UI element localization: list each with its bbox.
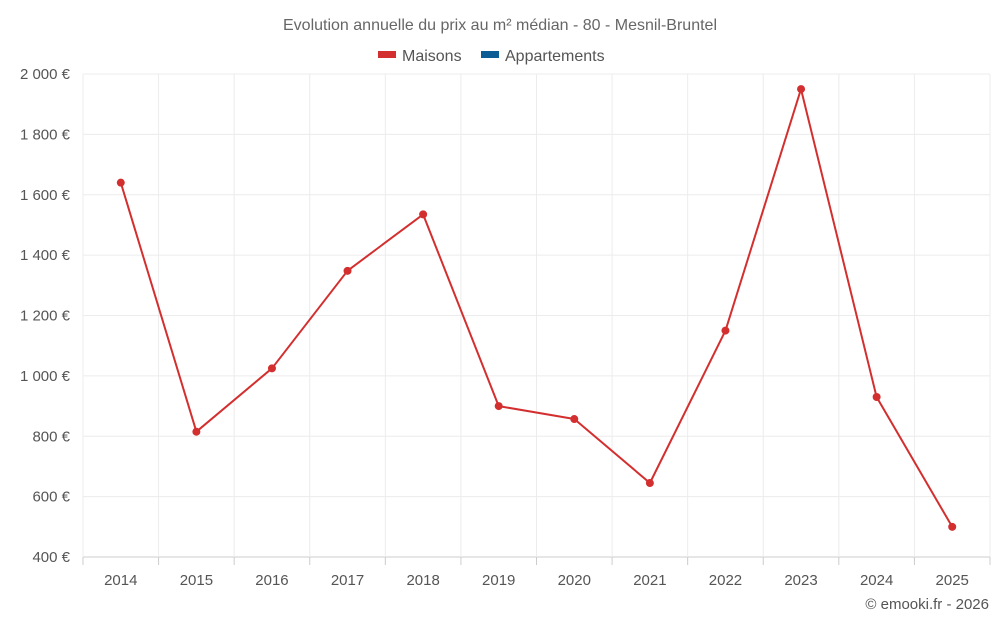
legend-item-maisons[interactable]: Maisons	[378, 48, 462, 65]
x-tick-label: 2023	[784, 572, 817, 589]
legend-item-appartements[interactable]: Appartements	[481, 48, 605, 65]
data-point[interactable]	[721, 326, 730, 335]
data-point[interactable]	[645, 479, 654, 488]
x-tick-label: 2017	[331, 572, 364, 589]
x-tick-label: 2021	[633, 572, 666, 589]
data-point[interactable]	[192, 427, 201, 436]
y-tick-label: 400 €	[32, 549, 70, 566]
x-tick-label: 2025	[936, 572, 969, 589]
x-tick-label: 2014	[104, 572, 137, 589]
data-point[interactable]	[797, 85, 806, 94]
legend-label-appartements: Appartements	[505, 48, 605, 65]
data-point[interactable]	[494, 402, 503, 411]
chart-title: Evolution annuelle du prix au m² médian …	[283, 17, 717, 34]
credit-text: © emooki.fr - 2026	[865, 596, 989, 613]
legend-swatch-appartements	[481, 51, 499, 58]
series-maisons	[116, 85, 957, 531]
y-tick-label: 1 600 €	[20, 187, 71, 204]
y-tick-label: 1 800 €	[20, 126, 71, 143]
x-tick-label: 2018	[406, 572, 439, 589]
y-tick-label: 1 400 €	[20, 247, 71, 264]
grid	[82, 73, 991, 565]
legend-label-maisons: Maisons	[402, 48, 462, 65]
data-point[interactable]	[116, 178, 125, 187]
y-tick-label: 600 €	[32, 489, 70, 506]
data-point[interactable]	[267, 364, 276, 373]
y-tick-label: 1 200 €	[20, 308, 71, 325]
data-point[interactable]	[419, 210, 428, 219]
data-point[interactable]	[872, 393, 881, 402]
legend-swatch-maisons	[378, 51, 396, 58]
y-tick-label: 2 000 €	[20, 66, 71, 83]
y-axis-ticks: 400 € 600 € 800 € 1 000 € 1 200 € 1 400 € 1 60…	[20, 66, 71, 566]
x-tick-label: 2015	[180, 572, 213, 589]
data-point[interactable]	[343, 266, 352, 275]
data-point[interactable]	[948, 522, 957, 531]
y-tick-label: 800 €	[32, 428, 70, 445]
y-tick-label: 1 000 €	[20, 368, 71, 385]
x-tick-label: 2016	[255, 572, 288, 589]
x-tick-label: 2019	[482, 572, 515, 589]
x-tick-label: 2022	[709, 572, 742, 589]
x-axis-ticks: 2014 2015 2016 2017 2018 2019 2020 2021 2022 2023…	[104, 572, 969, 589]
legend: Maisons Appartements	[378, 48, 605, 65]
x-tick-label: 2024	[860, 572, 893, 589]
data-point[interactable]	[570, 415, 579, 424]
x-tick-label: 2020	[558, 572, 591, 589]
series-line	[119, 88, 954, 528]
